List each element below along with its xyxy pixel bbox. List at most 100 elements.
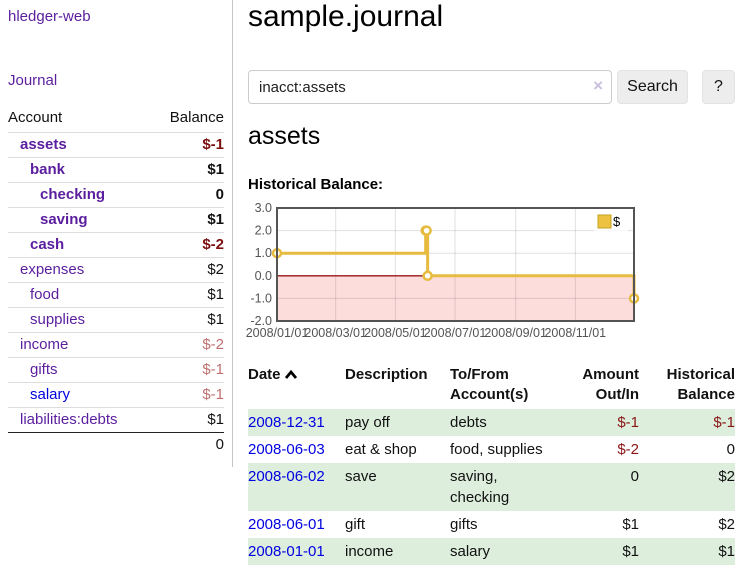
register-accounts: gifts <box>450 516 478 533</box>
register-balance: $1 <box>718 543 735 560</box>
chart-legend: $ <box>594 212 628 233</box>
sidebar: hledger-web Journal Account Balance asse… <box>0 0 233 467</box>
register-description: gift <box>345 516 366 533</box>
sidebar-account-row: food $1 <box>8 282 224 307</box>
register-accounts: salary <box>450 543 491 560</box>
chart-title: Historical Balance: <box>248 176 384 193</box>
register-header-row: Date Description To/From Account(s) Amou… <box>248 363 735 409</box>
sidebar-account-row: expenses $2 <box>8 257 224 282</box>
register-amount: 0 <box>630 468 639 485</box>
register-row: 2008-06-03 eat & shop food, supplies $-2 0 <box>248 436 735 463</box>
register-balance: $2 <box>718 468 735 485</box>
sidebar-account-row: salary $-1 <box>8 382 224 407</box>
clear-search-icon[interactable]: × <box>593 76 603 95</box>
y-axis-tick-label: -1.0 <box>250 291 272 305</box>
sidebar-account-balance: $1 <box>207 211 224 228</box>
search-input-wrap: × <box>248 70 612 104</box>
account-heading: assets <box>248 122 321 150</box>
x-axis-tick-label: 2008/01/01 <box>246 326 309 340</box>
sidebar-account-row: checking 0 <box>8 182 224 207</box>
register-description: pay off <box>345 414 390 431</box>
accounts-column-header: To/From Account(s) <box>450 366 529 403</box>
sort-ascending-icon <box>284 366 298 386</box>
sidebar-account-balance: $2 <box>207 261 224 278</box>
x-axis-tick-label: 2008/05/01 <box>364 326 427 340</box>
register-date-link[interactable]: 2008-01-01 <box>248 543 325 560</box>
sidebar-account-link[interactable]: expenses <box>20 261 85 278</box>
x-axis-tick-label: 2008/07/01 <box>424 326 487 340</box>
legend-swatch-icon <box>597 214 612 229</box>
sidebar-account-link[interactable]: supplies <box>30 311 86 328</box>
register-accounts: saving, checking <box>450 468 510 506</box>
sidebar-account-balance: 0 <box>215 186 224 203</box>
y-axis-tick-label: 1.0 <box>255 246 272 260</box>
balance-column-header: Historical Balance <box>666 366 735 403</box>
account-column-header: Account <box>8 109 63 126</box>
sidebar-account-link[interactable]: salary <box>30 386 71 403</box>
sidebar-total-value: 0 <box>215 436 224 453</box>
search-input[interactable] <box>248 70 612 104</box>
x-axis-tick-label: 2008/09/01 <box>484 326 547 340</box>
register-date-link[interactable]: 2008-06-02 <box>248 468 325 485</box>
sidebar-account-row: cash $-2 <box>8 232 224 257</box>
register-row: 2008-06-02 save saving, checking 0 $2 <box>248 463 735 511</box>
sidebar-account-link[interactable]: cash <box>30 236 65 253</box>
sidebar-account-row: saving $1 <box>8 207 224 232</box>
sidebar-total-row: 0 <box>8 432 224 457</box>
balance-column-header: Balance <box>169 109 224 126</box>
y-axis-tick-label: 2.0 <box>255 224 272 238</box>
amount-column-header: Amount Out/In <box>582 366 639 403</box>
x-axis-tick-label: 2008/03/01 <box>304 326 367 340</box>
register-balance: 0 <box>726 441 735 458</box>
sidebar-account-balance: $1 <box>207 411 224 428</box>
register-row: 2008-01-01 income salary $1 $1 <box>248 538 735 565</box>
page-title: sample.journal <box>248 0 444 33</box>
register-description: eat & shop <box>345 441 417 458</box>
sidebar-account-link[interactable]: checking <box>40 186 106 203</box>
help-button[interactable]: ? <box>702 70 735 104</box>
sidebar-account-row: liabilities:debts $1 <box>8 407 224 432</box>
y-axis-tick-label: 3.0 <box>255 201 272 215</box>
sidebar-account-row: income $-2 <box>8 332 224 357</box>
sidebar-account-balance: $-1 <box>202 361 224 378</box>
sidebar-account-link[interactable]: income <box>20 336 69 353</box>
sidebar-account-balance: $1 <box>207 161 224 178</box>
sidebar-account-row: supplies $1 <box>8 307 224 332</box>
y-axis-tick-label: -2.0 <box>250 314 272 328</box>
y-axis-tick-label: 0.0 <box>255 269 272 283</box>
sidebar-account-link[interactable]: saving <box>40 211 88 228</box>
main-content: sample.journal × Search ? assets Histori… <box>246 0 742 582</box>
x-axis-tick-label: 2008/11/01 <box>544 326 606 340</box>
search-form: × Search ? <box>248 70 742 104</box>
balance-chart: $3.0 2.0 1.0 0.0 -1.0 -2.0 2008/01/01 2008/03/0… <box>246 201 717 344</box>
sidebar-account-link[interactable]: food <box>30 286 60 303</box>
sidebar-item-journal[interactable]: Journal <box>8 72 58 89</box>
register-accounts: debts <box>450 414 487 431</box>
register-date-link[interactable]: 2008-06-01 <box>248 516 325 533</box>
sidebar-account-link[interactable]: assets <box>20 136 67 153</box>
sidebar-account-balance: $-1 <box>202 386 224 403</box>
legend-label: $ <box>613 214 621 229</box>
register-date-link[interactable]: 2008-12-31 <box>248 414 325 431</box>
account-balance-table: Account Balance assets $-1 bank $1 checking 0… <box>8 107 224 457</box>
register-amount: $-2 <box>617 441 639 458</box>
brand-link[interactable]: hledger-web <box>8 8 91 25</box>
sidebar-account-balance: $1 <box>207 286 224 303</box>
register-row: 2008-12-31 pay off debts $-1 $-1 <box>248 409 735 436</box>
register-description: save <box>345 468 377 485</box>
account-table-header: Account Balance <box>8 107 224 132</box>
register-amount: $1 <box>622 543 639 560</box>
date-column-header[interactable]: Date <box>248 363 345 409</box>
register-description: income <box>345 543 394 560</box>
register-balance: $2 <box>718 516 735 533</box>
search-button[interactable]: Search <box>617 70 688 104</box>
sidebar-account-balance: $-2 <box>202 236 224 253</box>
register-date-link[interactable]: 2008-06-03 <box>248 441 325 458</box>
sidebar-account-balance: $-2 <box>202 336 224 353</box>
sidebar-account-link[interactable]: liabilities:debts <box>20 411 118 428</box>
sidebar-account-link[interactable]: gifts <box>30 361 58 378</box>
sidebar-account-link[interactable]: bank <box>30 161 66 178</box>
register-row: 2008-06-01 gift gifts $1 $2 <box>248 511 735 538</box>
sidebar-account-row: assets $-1 <box>8 132 224 157</box>
register-table: Date Description To/From Account(s) Amou… <box>248 363 735 565</box>
